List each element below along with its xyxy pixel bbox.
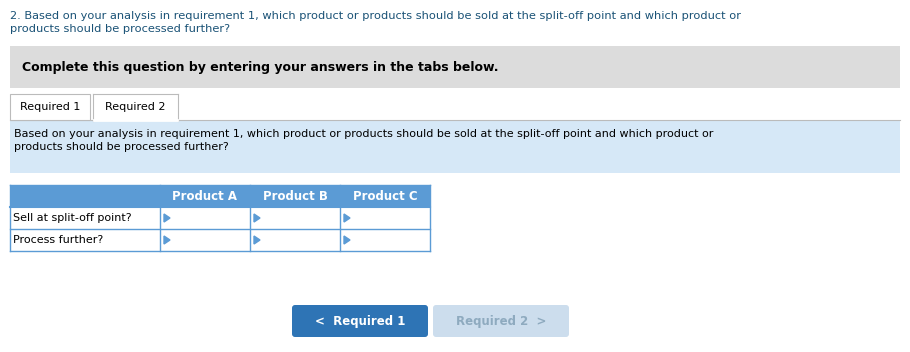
Text: Product C: Product C	[353, 189, 418, 202]
Text: Required 1: Required 1	[20, 102, 80, 112]
Text: Based on your analysis in requirement 1, which product or products should be sol: Based on your analysis in requirement 1,…	[14, 129, 713, 139]
Text: Process further?: Process further?	[13, 235, 103, 245]
Bar	[10, 207, 430, 229]
Text: 2. Based on your analysis in requirement 1, which product or products should be : 2. Based on your analysis in requirement…	[10, 11, 741, 21]
Bar	[10, 121, 900, 173]
Bar	[10, 229, 430, 251]
Bar	[10, 94, 90, 120]
Text: <  Required 1: < Required 1	[315, 314, 405, 327]
Polygon shape	[344, 236, 350, 244]
FancyBboxPatch shape	[433, 305, 569, 337]
Bar	[10, 46, 900, 88]
Polygon shape	[164, 236, 170, 244]
FancyBboxPatch shape	[292, 305, 428, 337]
Text: Required 2: Required 2	[106, 102, 166, 113]
Polygon shape	[254, 214, 260, 222]
Polygon shape	[344, 214, 350, 222]
Polygon shape	[164, 214, 170, 222]
Text: products should be processed further?: products should be processed further?	[10, 24, 230, 34]
Text: Sell at split-off point?: Sell at split-off point?	[13, 213, 132, 223]
Text: Complete this question by entering your answers in the tabs below.: Complete this question by entering your …	[22, 61, 499, 74]
Bar	[10, 185, 430, 207]
Bar	[93, 94, 178, 121]
Polygon shape	[254, 236, 260, 244]
Text: products should be processed further?: products should be processed further?	[14, 142, 228, 152]
Text: Product A: Product A	[173, 189, 238, 202]
Text: Product B: Product B	[263, 189, 328, 202]
Text: Required 2  >: Required 2 >	[456, 314, 546, 327]
